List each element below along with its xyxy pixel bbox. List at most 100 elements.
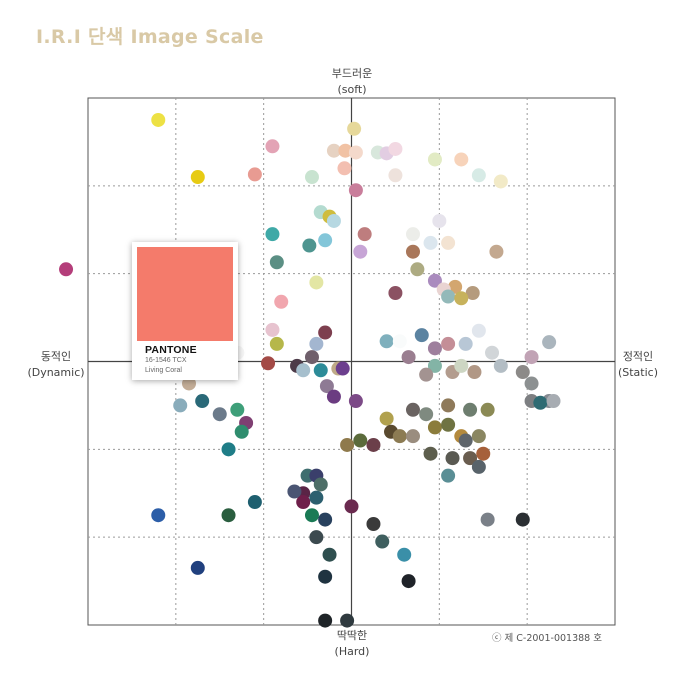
axis-label-soft-en: (soft)	[337, 83, 367, 96]
data-point	[465, 285, 480, 300]
data-point	[414, 328, 429, 343]
data-point	[340, 437, 355, 452]
data-point	[419, 407, 434, 422]
axis-label-hard: 딱딱한 (Hard)	[300, 628, 404, 660]
data-point	[427, 273, 442, 288]
data-point	[515, 365, 530, 380]
data-point	[348, 183, 363, 198]
pantone-brand: PANTONE	[145, 344, 197, 356]
data-point	[296, 495, 311, 510]
data-point	[388, 285, 403, 300]
data-point	[304, 170, 319, 185]
data-point	[337, 161, 352, 176]
data-point	[274, 294, 289, 309]
data-point	[322, 547, 337, 562]
axis-label-hard-kr: 딱딱한	[336, 629, 368, 642]
data-point	[392, 429, 407, 444]
data-point	[287, 484, 302, 499]
data-point	[265, 227, 280, 242]
data-point	[471, 323, 486, 338]
data-point	[261, 356, 276, 371]
data-point	[489, 244, 504, 259]
data-point	[427, 420, 442, 435]
data-point	[388, 168, 403, 183]
data-point	[340, 613, 355, 628]
data-point	[542, 335, 557, 350]
data-point	[353, 244, 368, 259]
data-point	[419, 367, 434, 382]
data-point	[212, 407, 227, 422]
data-point	[410, 262, 425, 277]
data-point	[296, 363, 311, 378]
data-point	[304, 508, 319, 523]
data-point	[441, 336, 456, 351]
data-point	[59, 262, 74, 277]
data-point	[326, 213, 341, 228]
data-point	[388, 141, 403, 156]
data-point	[375, 534, 390, 549]
data-point	[173, 398, 188, 413]
axis-label-static: 정적인 (Static)	[608, 349, 668, 381]
data-point	[392, 334, 407, 349]
data-point	[441, 289, 456, 304]
data-point	[471, 168, 486, 183]
data-point	[427, 152, 442, 167]
data-point	[326, 389, 341, 404]
data-point	[318, 569, 333, 584]
data-point	[448, 279, 463, 294]
data-point	[348, 145, 363, 160]
data-point	[441, 417, 456, 432]
data-point	[458, 433, 473, 448]
data-point	[427, 341, 442, 356]
axis-label-dynamic-kr: 동적인	[40, 350, 72, 363]
data-point	[397, 547, 412, 562]
page-title: I.R.I 단색 Image Scale	[36, 26, 264, 48]
data-point	[454, 358, 469, 373]
pantone-swatch-card: PANTONE 16-1546 TCX Living Coral	[132, 242, 238, 380]
pantone-color-swatch	[137, 247, 233, 341]
data-point	[347, 121, 362, 136]
data-point	[463, 402, 478, 417]
axis-label-dynamic: 동적인 (Dynamic)	[14, 349, 98, 381]
data-point	[313, 477, 328, 492]
data-point	[405, 429, 420, 444]
data-point	[401, 574, 416, 589]
data-point	[463, 451, 478, 466]
data-point	[221, 442, 236, 457]
data-point	[247, 495, 262, 510]
data-point	[454, 152, 469, 167]
data-point	[234, 424, 249, 439]
data-point	[302, 238, 317, 253]
data-point	[348, 394, 363, 409]
data-point	[471, 429, 486, 444]
data-point	[313, 363, 328, 378]
data-point	[471, 459, 486, 474]
data-point	[319, 379, 334, 394]
data-point	[401, 350, 416, 365]
data-point	[379, 334, 394, 349]
data-point	[151, 508, 166, 523]
data-point	[304, 350, 319, 365]
data-point	[454, 291, 469, 306]
data-point	[476, 446, 491, 461]
data-point	[335, 361, 350, 376]
pantone-color-name: Living Coral	[145, 367, 182, 374]
data-point	[318, 325, 333, 340]
data-point	[265, 139, 280, 154]
data-point	[467, 365, 482, 380]
data-point	[269, 255, 284, 270]
axis-label-dynamic-en: (Dynamic)	[27, 366, 85, 379]
data-point	[366, 437, 381, 452]
data-point	[309, 275, 324, 290]
data-point	[423, 446, 438, 461]
data-point	[432, 213, 447, 228]
axis-label-static-en: (Static)	[617, 366, 659, 379]
data-point	[151, 112, 166, 127]
data-point	[485, 345, 500, 360]
data-point	[318, 233, 333, 248]
data-point	[441, 468, 456, 483]
data-point	[338, 143, 353, 158]
data-point	[546, 394, 561, 409]
data-point	[344, 499, 359, 514]
